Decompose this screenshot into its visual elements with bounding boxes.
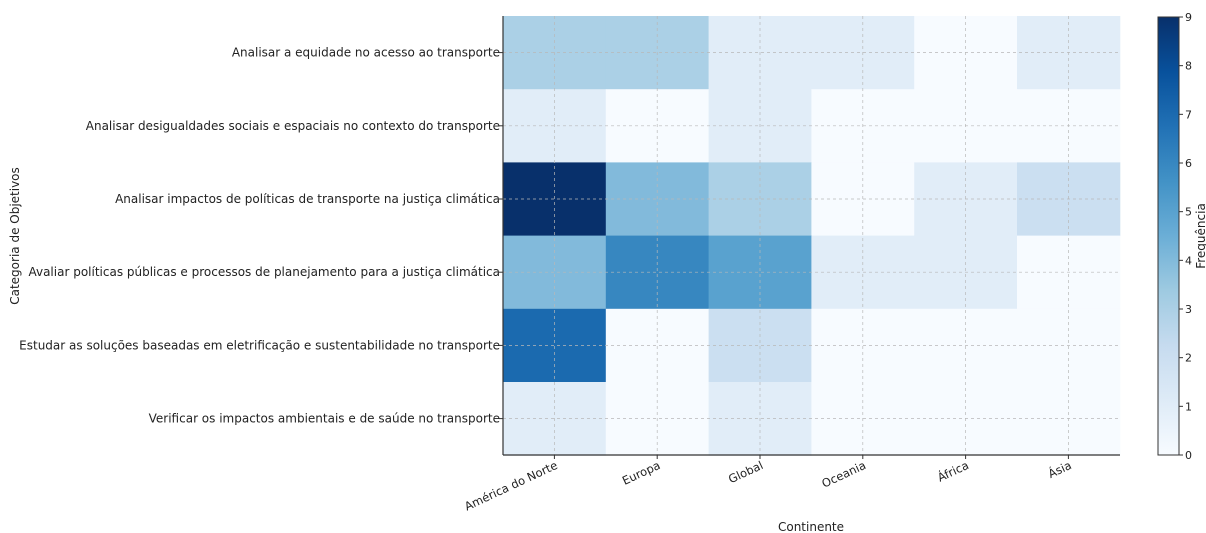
x-tick-labels: América do Norte Europa Global Oceania Áfric… xyxy=(462,455,1074,513)
x-tick-label: África xyxy=(935,457,971,484)
colorbar-tick-label: 9 xyxy=(1185,11,1192,24)
x-tick-label: Global xyxy=(726,458,765,486)
x-tick-label: Ásia xyxy=(1045,457,1073,481)
grid-lines xyxy=(503,16,1120,455)
y-tick-label: Verificar os impactos ambientais e de sa… xyxy=(149,412,500,426)
colorbar-tick-label: 8 xyxy=(1185,60,1192,73)
colorbar-ticks: 0 1 2 3 4 5 6 7 8 9 xyxy=(1179,11,1192,462)
colorbar-tick-label: 5 xyxy=(1185,206,1192,219)
x-tick-label: Europa xyxy=(620,458,663,488)
y-tick-label: Avaliar políticas públicas e processos d… xyxy=(28,265,500,279)
colorbar-tick-label: 7 xyxy=(1185,108,1192,121)
colorbar-tick-label: 4 xyxy=(1185,254,1192,267)
y-tick-label: Analisar desigualdades sociais e espacia… xyxy=(86,119,500,133)
colorbar-tick-label: 2 xyxy=(1185,352,1192,365)
y-tick-label: Estudar as soluções baseadas em eletrifi… xyxy=(19,338,500,352)
y-tick-label: Analisar impactos de políticas de transp… xyxy=(115,192,500,206)
colorbar-tick-label: 6 xyxy=(1185,157,1192,170)
x-tick-label: Oceania xyxy=(820,458,869,491)
colorbar-gradient xyxy=(1157,16,1180,456)
colorbar-tick-label: 0 xyxy=(1185,449,1192,462)
colorbar-tick-label: 1 xyxy=(1185,400,1192,413)
colorbar-label: Frequência xyxy=(1194,203,1206,269)
x-axis-label: Continente xyxy=(778,520,844,533)
heatmap-cells xyxy=(503,16,1121,456)
y-tick-label: Analisar a equidade no acesso ao transpo… xyxy=(232,46,500,60)
colorbar: 0 1 2 3 4 5 6 7 8 9 Frequência xyxy=(1157,11,1206,462)
x-tick-label: América do Norte xyxy=(462,458,559,513)
colorbar-tick-label: 3 xyxy=(1185,303,1192,316)
y-tick-labels: Analisar a equidade no acesso ao transpo… xyxy=(19,46,503,426)
y-axis-label: Categoria de Objetivos xyxy=(8,167,22,305)
